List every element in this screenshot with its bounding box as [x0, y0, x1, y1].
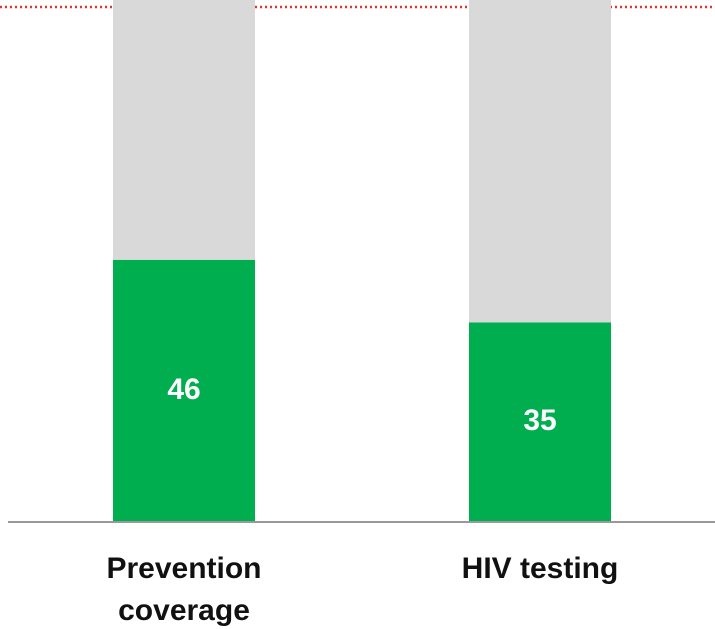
bar-segment [469, 322, 611, 522]
bar-segment [469, 0, 611, 323]
bar-segment [113, 0, 255, 260]
data-label: 46 [167, 373, 200, 406]
data-label: 35 [523, 404, 556, 437]
x-tick-label: HIV testing [461, 552, 619, 585]
bar-segment [113, 259, 255, 522]
x-tick-label: Prevention coverage [106, 552, 262, 627]
